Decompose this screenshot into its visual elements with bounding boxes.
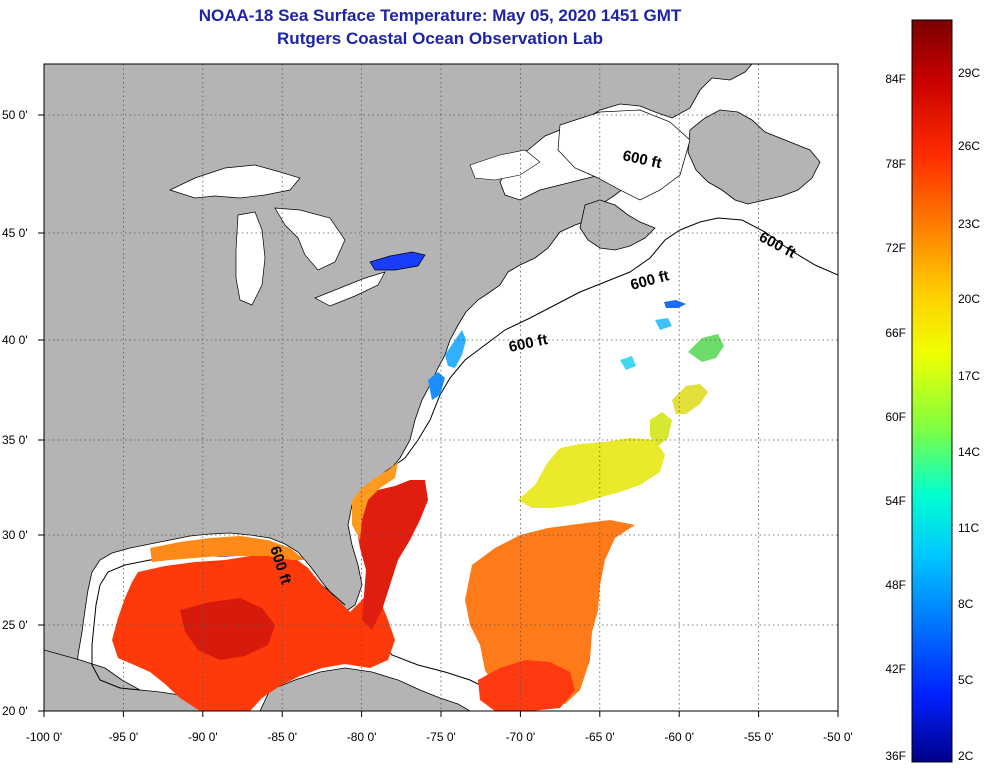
lake-erie (314, 271, 386, 307)
colorbar-f-label: 84F (885, 72, 906, 86)
map-subtitle: Rutgers Coastal Ocean Observation Lab (277, 29, 603, 48)
lat-lon-grid (44, 64, 838, 711)
land-yucatan (44, 649, 245, 711)
sst-sargasso-orange (465, 520, 635, 704)
colorbar-c-label: 5C (958, 673, 974, 687)
colorbar-f-label: 42F (885, 662, 906, 676)
sst-slope-yellow (672, 384, 708, 414)
colorbar-fahrenheit-labels: 84F 78F 72F 66F 60F 54F 48F 42F 36F (885, 72, 906, 763)
lon-tick-label: -70 0' (506, 730, 536, 744)
colorbar-celsius-labels: 29C 26C 23C 20C 17C 14C 11C 8C 5C 2C (958, 66, 980, 763)
colorbar-c-label: 29C (958, 66, 980, 80)
lat-tick-label: 50 0' (2, 108, 28, 122)
colorbar-f-label: 48F (885, 578, 906, 592)
gulf-st-lawrence (557, 109, 691, 201)
lon-tick-label: -90 0' (188, 730, 218, 744)
lon-tick-label: -65 0' (585, 730, 615, 744)
sst-gulf-warm-core (180, 598, 275, 660)
lon-tick-label: -75 0' (426, 730, 456, 744)
lon-tick-label: -85 0' (267, 730, 297, 744)
lon-tick-label: -55 0' (744, 730, 774, 744)
lon-tick-label: -80 0' (347, 730, 377, 744)
lake-ontario (369, 251, 426, 271)
lat-tick-label: 30 0' (2, 528, 28, 542)
colorbar-f-label: 78F (885, 157, 906, 171)
colorbar-c-label: 8C (958, 597, 974, 611)
lon-tick-label: -100 0' (26, 730, 62, 744)
colorbar-c-label: 26C (958, 139, 980, 153)
sst-gulf-stream-fl (356, 480, 428, 630)
land-nova-scotia (579, 199, 656, 251)
lake-huron (274, 207, 346, 271)
sst-mid-atlantic-blue (445, 330, 466, 368)
colorbar-c-label: 23C (958, 217, 980, 231)
land-newfoundland (687, 109, 821, 205)
lon-tick-label: -50 0' (823, 730, 853, 744)
colorbar-c-label: 2C (958, 749, 974, 763)
land-north-america (44, 64, 753, 711)
sst-gulfstream-yellow (518, 438, 665, 508)
lon-tick-label: -95 0' (109, 730, 139, 744)
lat-tick-label: 35 0' (2, 433, 28, 447)
colorbar-f-label: 66F (885, 326, 906, 340)
lon-tick-label: -60 0' (664, 730, 694, 744)
sst-shelf-cyan (620, 356, 636, 370)
colorbar-f-label: 36F (885, 749, 906, 763)
land-cuba (259, 667, 471, 711)
colorbar-c-label: 11C (958, 521, 979, 535)
lake-superior (169, 164, 301, 199)
sst-slope-green (688, 334, 724, 362)
sst-carolina-shelf (352, 462, 398, 540)
lat-tick-label: 25 0' (2, 618, 28, 632)
colorbar-c-label: 14C (958, 445, 980, 459)
colorbar-f-label: 72F (885, 241, 906, 255)
sst-gulf-of-maine-blue (664, 300, 686, 308)
lake-michigan (235, 211, 266, 306)
sst-gulf-coastal (150, 536, 305, 562)
latitude-ticks: 50 0' 45 0' 40 0' 35 0' 30 0' 25 0' 20 0' (2, 108, 44, 718)
sst-shelf-cyan-2 (655, 318, 672, 330)
colorbar-c-label: 20C (958, 292, 980, 306)
colorbar-f-label: 54F (885, 494, 906, 508)
lat-tick-label: 45 0' (2, 226, 28, 240)
sst-sargasso-red (478, 660, 575, 711)
map-title: NOAA-18 Sea Surface Temperature: May 05,… (198, 6, 682, 25)
lat-tick-label: 40 0' (2, 333, 28, 347)
colorbar-f-label: 60F (885, 410, 906, 424)
sst-gulfstream-yellow-east (650, 412, 672, 446)
colorbar (911, 19, 953, 763)
lat-tick-label: 20 0' (2, 704, 28, 718)
colorbar-c-label: 17C (958, 369, 980, 383)
longitude-ticks: -100 0' -95 0' -90 0' -85 0' -80 0' -75 0' -70… (26, 711, 853, 744)
hudson-strait-water (469, 149, 541, 181)
